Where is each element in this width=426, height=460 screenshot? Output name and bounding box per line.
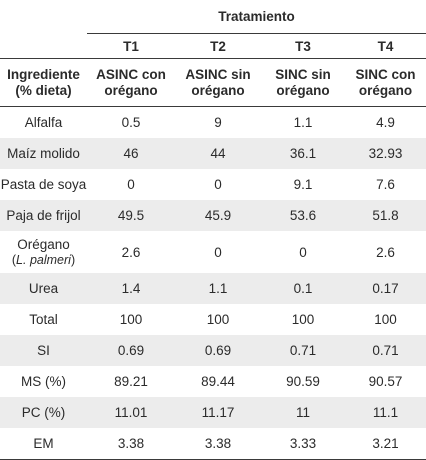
- cell-value: 4.9: [376, 115, 395, 130]
- treatment-group-row: Tratamiento: [0, 0, 426, 34]
- cell-value: 1.1: [293, 115, 313, 130]
- row-label: EM: [0, 428, 87, 460]
- cell-value: 2.6: [376, 244, 395, 260]
- cell-value: 9.1: [293, 177, 313, 192]
- row-label: Pasta de soya: [0, 177, 87, 192]
- cell-value: 0.71: [261, 335, 345, 366]
- cell-value: 49.5: [87, 200, 175, 231]
- cell-value: 90.57: [368, 374, 403, 389]
- row-label: Urea: [0, 273, 87, 304]
- cell-value: 3.33: [261, 428, 345, 460]
- cell-value: 89.21: [114, 374, 148, 389]
- table-row: PC (%) 11.01 11.17 11 11.1: [0, 397, 426, 428]
- table-row: Pasta de soya 0 0 9.1 7.6: [0, 169, 426, 200]
- ingredient-header-line1: Ingrediente: [7, 66, 80, 82]
- cell-value: 0.17: [345, 273, 426, 304]
- row-label: SI: [0, 335, 87, 366]
- ingredient-header: Ingrediente (% dieta): [0, 58, 87, 107]
- treatment-name-t4: SINC con orégano: [345, 58, 426, 107]
- table-row: MS (%) 89.21 89.44 90.59 90.57: [0, 366, 426, 397]
- cell-value: 3.38: [175, 428, 261, 460]
- cell-value: 0: [127, 177, 135, 192]
- row-label-sub: (L. palmeri): [12, 253, 75, 267]
- row-label: Paja de frijol: [0, 200, 87, 231]
- cell-value: 36.1: [261, 138, 345, 169]
- treatment-code-t1: T1: [123, 38, 139, 54]
- cell-value: 11.1: [345, 397, 426, 428]
- treatment-code-t4: T4: [377, 38, 394, 54]
- table-row: SI 0.69 0.69 0.71 0.71: [0, 335, 426, 366]
- cell-value: 0.1: [261, 273, 345, 304]
- treatment-name-t2-line2: orégano: [191, 82, 245, 98]
- table-row: Total 100 100 100 100: [0, 304, 426, 335]
- cell-value: 7.6: [376, 177, 395, 192]
- treatment-name-t3-line1: SINC sin: [275, 66, 331, 82]
- cell-value: 0.71: [345, 335, 426, 366]
- row-label: Maíz molido: [0, 138, 87, 169]
- cell-value: 11: [261, 397, 345, 428]
- cell-value: 45.9: [175, 200, 261, 231]
- row-label: Orégano (L. palmeri): [0, 231, 87, 273]
- treatment-name-t1-line1: ASINC con: [96, 66, 166, 82]
- treatment-name-t2: ASINC sin orégano: [175, 58, 261, 107]
- table-row: Urea 1.4 1.1 0.1 0.17: [0, 273, 426, 304]
- treatment-name-t4-line1: SINC con: [355, 66, 416, 82]
- cell-value: 90.59: [286, 374, 320, 389]
- cell-value: 0: [299, 244, 307, 260]
- cell-value: 2.6: [121, 244, 141, 260]
- corner-cell: [0, 0, 87, 34]
- treatment-name-t2-line1: ASINC sin: [185, 66, 251, 82]
- cell-value: 3.38: [87, 428, 175, 460]
- treatment-name-t3-line2: orégano: [276, 82, 330, 98]
- cell-value: 0.69: [175, 335, 261, 366]
- treatment-name-t1-line2: orégano: [104, 82, 158, 98]
- cell-value: 0.69: [87, 335, 175, 366]
- cell-value: 89.44: [201, 374, 235, 389]
- cell-value: 100: [291, 312, 315, 327]
- cell-value: 46: [87, 138, 175, 169]
- treatment-name-t1: ASINC con orégano: [87, 58, 175, 107]
- cell-value: 3.21: [345, 428, 426, 460]
- row-label-main: Orégano: [17, 236, 70, 252]
- cell-value: 1.1: [175, 273, 261, 304]
- row-label-sub-prefix: (: [11, 252, 17, 267]
- cell-value: 53.6: [261, 200, 345, 231]
- cell-value: 9: [214, 115, 222, 130]
- row-label: MS (%): [21, 374, 66, 389]
- treatment-name-t3: SINC sin orégano: [261, 58, 345, 107]
- column-header-row: Ingrediente (% dieta) ASINC con orégano …: [0, 58, 426, 107]
- cell-value: 44: [175, 138, 261, 169]
- cell-value: 100: [119, 312, 143, 327]
- treatment-code-t3: T3: [295, 38, 311, 54]
- row-label: Alfalfa: [24, 115, 63, 130]
- row-label: Total: [29, 312, 58, 327]
- treatment-code-t2: T2: [210, 38, 226, 54]
- cell-value: 11.17: [175, 397, 261, 428]
- cell-value: 1.4: [87, 273, 175, 304]
- table-row: Orégano (L. palmeri) 2.6 0 0 2.6: [0, 231, 426, 273]
- cell-value: 51.8: [345, 200, 426, 231]
- treatment-name-t4-line2: orégano: [358, 82, 413, 98]
- row-label: PC (%): [0, 397, 87, 428]
- cell-value: 0: [214, 244, 222, 260]
- cell-value: 100: [206, 312, 230, 327]
- treatment-group-header: Tratamiento: [87, 0, 426, 34]
- row-label-sub-suffix: ): [70, 252, 76, 267]
- table-row: Alfalfa 0.5 9 1.1 4.9: [0, 107, 426, 139]
- row-label-sub-italic: L. palmeri: [16, 252, 71, 267]
- cell-value: 100: [374, 312, 397, 327]
- corner-cell-2: [0, 34, 87, 59]
- cell-value: 32.93: [345, 138, 426, 169]
- table-row: EM 3.38 3.38 3.33 3.21: [0, 428, 426, 460]
- cell-value: 0.5: [121, 115, 141, 130]
- ingredient-header-line2: (% dieta): [15, 82, 72, 98]
- cell-value: 0: [214, 177, 222, 192]
- table-row: Paja de frijol 49.5 45.9 53.6 51.8: [0, 200, 426, 231]
- treatment-code-row: T1 T2 T3 T4: [0, 34, 426, 59]
- table-row: Maíz molido 46 44 36.1 32.93: [0, 138, 426, 169]
- cell-value: 11.01: [87, 397, 175, 428]
